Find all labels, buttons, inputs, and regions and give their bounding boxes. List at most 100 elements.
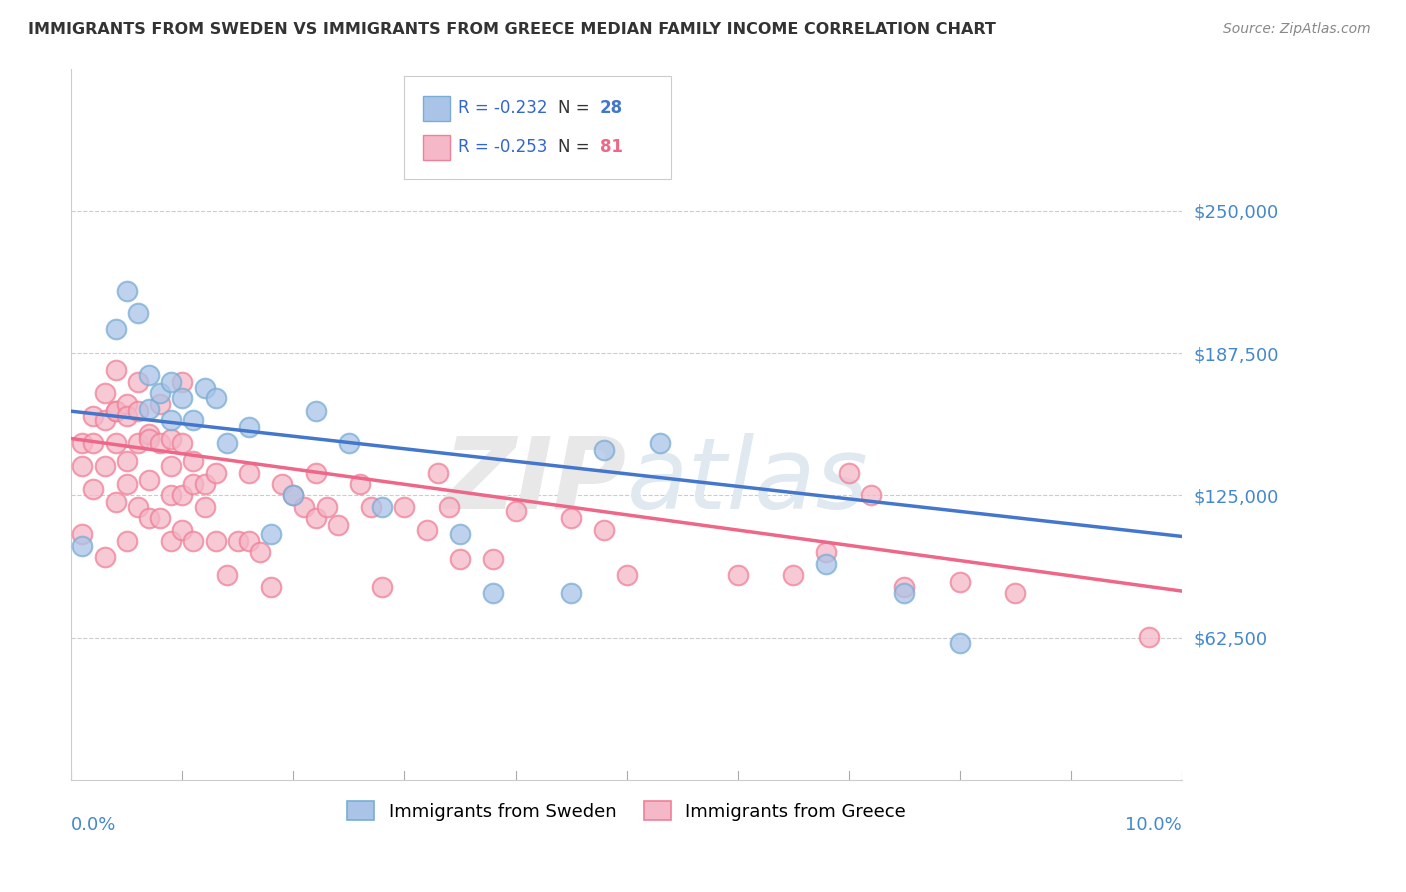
Point [949, 574, 972, 589]
Point [449, 527, 471, 541]
Point [304, 404, 326, 418]
Point [72, 436, 94, 450]
Point [283, 488, 305, 502]
Point [260, 580, 283, 594]
Text: atlas: atlas [627, 433, 868, 530]
Point [183, 477, 205, 491]
Point [93, 386, 115, 401]
Point [371, 500, 394, 514]
Point [160, 533, 183, 548]
Point [172, 391, 194, 405]
Point [149, 436, 172, 450]
Text: N =: N = [558, 137, 595, 156]
Text: Source: ZipAtlas.com: Source: ZipAtlas.com [1223, 22, 1371, 37]
Point [360, 500, 382, 514]
Point [226, 533, 249, 548]
Text: 10.0%: 10.0% [1125, 815, 1182, 834]
Point [893, 580, 915, 594]
Point [127, 375, 149, 389]
Text: 81: 81 [600, 137, 623, 156]
Point [238, 420, 260, 434]
Point [115, 454, 138, 468]
Point [172, 375, 194, 389]
Point [1004, 586, 1026, 600]
Point [449, 552, 471, 566]
Point [415, 523, 437, 537]
Point [149, 386, 172, 401]
Legend: Immigrants from Sweden, Immigrants from Greece: Immigrants from Sweden, Immigrants from … [340, 794, 912, 828]
Point [127, 500, 149, 514]
Point [283, 488, 305, 502]
Point [426, 466, 449, 480]
Point [238, 466, 260, 480]
FancyBboxPatch shape [423, 96, 450, 121]
Point [149, 511, 172, 525]
Point [127, 436, 149, 450]
Point [160, 488, 183, 502]
Point [304, 466, 326, 480]
Point [93, 458, 115, 473]
Point [104, 404, 127, 418]
Point [115, 397, 138, 411]
Point [149, 397, 172, 411]
Point [260, 527, 283, 541]
Point [949, 636, 972, 650]
Point [859, 488, 882, 502]
Point [160, 375, 183, 389]
Point [349, 477, 371, 491]
Point [82, 436, 104, 450]
Point [394, 500, 416, 514]
Point [82, 409, 104, 423]
Point [337, 436, 360, 450]
Point [72, 458, 94, 473]
Point [138, 511, 160, 525]
Point [193, 500, 215, 514]
Point [72, 539, 94, 553]
Point [183, 533, 205, 548]
Point [838, 466, 860, 480]
Point [82, 482, 104, 496]
FancyBboxPatch shape [405, 76, 671, 178]
Point [815, 545, 838, 559]
Point [271, 477, 294, 491]
Point [93, 413, 115, 427]
Point [215, 436, 238, 450]
Point [204, 533, 226, 548]
Point [437, 500, 460, 514]
Text: ZIP: ZIP [443, 433, 627, 530]
Point [115, 477, 138, 491]
Point [315, 500, 337, 514]
Point [294, 500, 316, 514]
Point [172, 488, 194, 502]
Point [648, 436, 671, 450]
Point [371, 580, 394, 594]
Point [560, 586, 582, 600]
Point [193, 477, 215, 491]
Point [238, 533, 260, 548]
Point [138, 473, 160, 487]
Point [1137, 630, 1160, 644]
Point [72, 527, 94, 541]
Point [104, 322, 127, 336]
FancyBboxPatch shape [423, 136, 450, 161]
Point [183, 454, 205, 468]
Point [160, 413, 183, 427]
Point [160, 432, 183, 446]
Point [593, 523, 616, 537]
Point [482, 586, 505, 600]
Point [616, 568, 638, 582]
Point [193, 381, 215, 395]
Text: R = -0.232: R = -0.232 [458, 99, 547, 117]
Point [204, 466, 226, 480]
Point [505, 504, 527, 518]
Point [727, 568, 749, 582]
Text: R = -0.253: R = -0.253 [458, 137, 547, 156]
Point [115, 284, 138, 298]
Point [127, 306, 149, 320]
Point [104, 363, 127, 377]
Point [138, 368, 160, 382]
Text: IMMIGRANTS FROM SWEDEN VS IMMIGRANTS FROM GREECE MEDIAN FAMILY INCOME CORRELATIO: IMMIGRANTS FROM SWEDEN VS IMMIGRANTS FRO… [28, 22, 995, 37]
Point [127, 404, 149, 418]
Point [104, 404, 127, 418]
Point [115, 533, 138, 548]
